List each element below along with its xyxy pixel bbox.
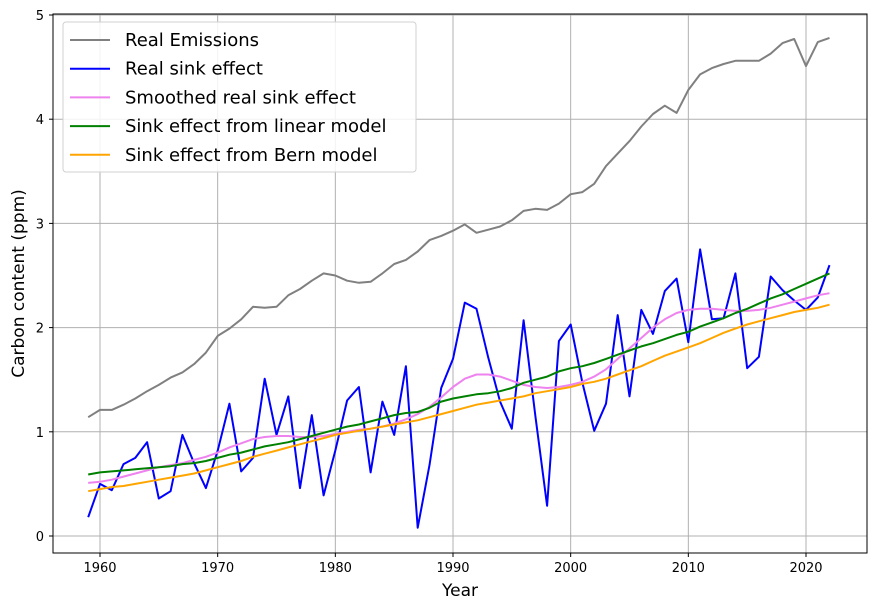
y-tick-label: 4 xyxy=(36,113,44,128)
legend-label-sink-effect-from-bern-model: Sink effect from Bern model xyxy=(125,145,378,166)
series-line-real-emissions xyxy=(87,36,830,419)
series-lines xyxy=(87,36,831,529)
legend-label-real-sink-effect: Real sink effect xyxy=(125,59,263,80)
x-tick-label: 1960 xyxy=(83,561,116,576)
y-axis-label: Carbon content (ppm) xyxy=(9,189,29,378)
x-tick-label: 2000 xyxy=(554,561,587,576)
y-tick-label: 5 xyxy=(36,9,44,24)
legend-box xyxy=(62,21,417,173)
y-axis-ticks: 0 1 2 3 4 5 xyxy=(36,9,53,545)
y-tick-label: 2 xyxy=(36,322,44,337)
legend-label-smoothed-real-sink-effect: Smoothed real sink effect xyxy=(125,87,356,108)
x-tick-label: 1990 xyxy=(436,561,469,576)
x-tick-label: 2020 xyxy=(789,561,822,576)
y-tick-label: 3 xyxy=(36,217,44,232)
series-line-real-sink-effect xyxy=(87,248,831,529)
y-tick-label: 0 xyxy=(36,530,44,545)
legend: Real Emissions Real sink effect Smoothed r… xyxy=(62,21,417,173)
plot-frame xyxy=(52,13,868,554)
x-axis-ticks: 1960 1970 1980 1990 2000 2010 2020 xyxy=(83,553,823,576)
legend-label-sink-effect-from-linear-model: Sink effect from linear model xyxy=(125,116,387,137)
series-line-sink-effect-from-linear-model xyxy=(88,272,830,476)
legend-label-real-emissions: Real Emissions xyxy=(125,30,259,51)
x-tick-label: 1970 xyxy=(201,561,234,576)
x-tick-label: 1980 xyxy=(319,561,352,576)
x-axis-label: Year xyxy=(441,581,478,601)
x-tick-label: 2010 xyxy=(672,561,705,576)
series-line-sink-effect-from-bern-model xyxy=(88,303,830,493)
y-tick-label: 1 xyxy=(36,426,44,441)
series-line-smoothed-real-sink-effect xyxy=(88,292,830,484)
